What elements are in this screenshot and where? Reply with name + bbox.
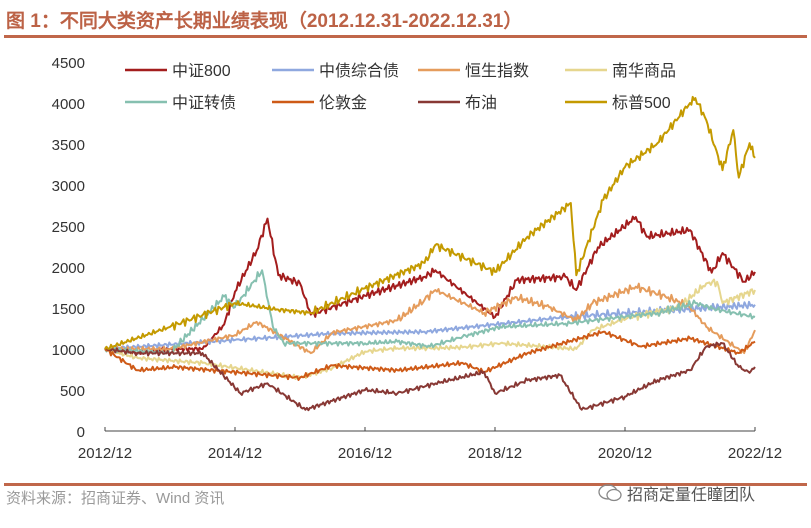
series-line-2 [104,282,756,355]
y-tick-label: 4500 [52,55,85,72]
legend-label: 伦敦金 [319,94,367,112]
legend-label: 中证转债 [172,94,236,112]
y-tick-label: 1000 [52,342,85,359]
series-line-6 [104,341,756,412]
x-tick-label: 2018/12 [468,445,522,462]
title-divider [4,35,807,38]
legend-label: 布油 [465,94,497,112]
y-tick-label: 500 [60,383,85,400]
x-tick-label: 2020/12 [598,445,652,462]
watermark: 招商定量任瞳团队 [597,481,755,505]
source-note: 资料来源：招商证券、Wind 资讯 [6,490,225,507]
legend-label: 南华商品 [612,62,676,80]
line-chart: 0 500 1000 1500 2000 2500 3000 3500 4000 4500 201… [52,55,782,462]
y-axis: 0 500 1000 1500 2000 2500 3000 3500 4000 4500 [52,55,85,441]
y-tick-label: 3500 [52,137,85,154]
series-lines [104,95,756,412]
footer-divider [4,483,807,486]
x-tick-label: 2012/12 [78,445,132,462]
series-line-0 [104,215,756,356]
y-tick-label: 0 [77,424,85,441]
series-line-7 [104,95,756,350]
x-tick-label: 2022/12 [728,445,782,462]
figure-title: 图 1：不同大类资产长期业绩表现（2012.12.31-2022.12.31） [6,11,523,32]
x-tick-label: 2014/12 [208,445,262,462]
legend-label: 标普500 [612,94,671,112]
wechat-icon [598,484,622,502]
y-tick-label: 2000 [52,260,85,277]
series-line-4 [104,269,756,356]
y-tick-label: 1500 [52,301,85,318]
y-tick-label: 2500 [52,219,85,236]
y-tick-label: 4000 [52,96,85,113]
legend-label: 恒生指数 [465,62,529,80]
legend-label: 中债综合债 [319,62,399,80]
legend-label: 中证800 [172,62,231,80]
series-line-5 [104,330,756,381]
x-axis: 2012/12 2014/12 2016/12 2018/12 2020/12 2022/… [78,427,782,462]
x-tick-label: 2016/12 [338,445,392,462]
y-tick-label: 3000 [52,178,85,195]
watermark-text: 招商定量任瞳团队 [627,487,756,504]
